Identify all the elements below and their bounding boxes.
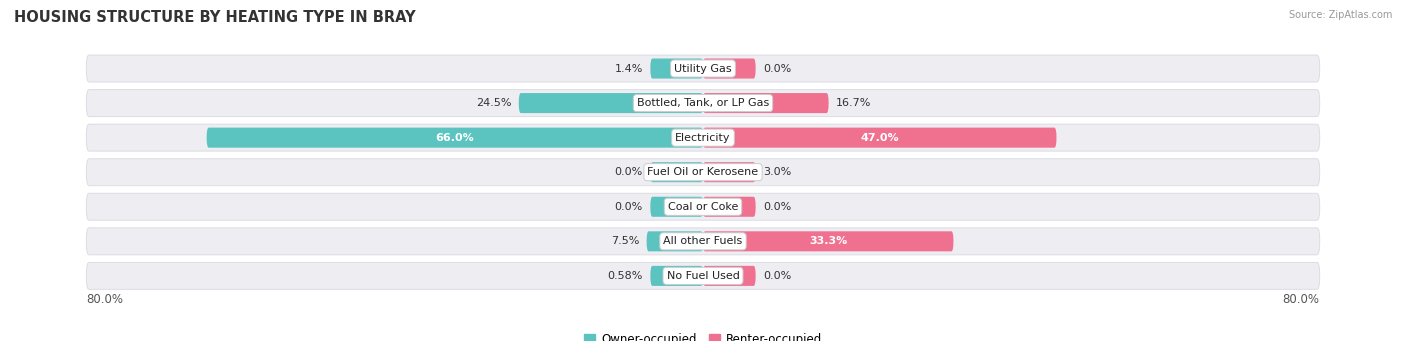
FancyBboxPatch shape (86, 55, 1320, 82)
Text: 24.5%: 24.5% (475, 98, 512, 108)
FancyBboxPatch shape (86, 90, 1320, 117)
Text: 47.0%: 47.0% (860, 133, 898, 143)
Text: 0.0%: 0.0% (763, 202, 792, 212)
FancyBboxPatch shape (86, 263, 1320, 290)
FancyBboxPatch shape (651, 197, 703, 217)
FancyBboxPatch shape (86, 193, 1320, 220)
FancyBboxPatch shape (207, 128, 703, 148)
FancyBboxPatch shape (519, 93, 703, 113)
FancyBboxPatch shape (651, 59, 703, 78)
Legend: Owner-occupied, Renter-occupied: Owner-occupied, Renter-occupied (579, 328, 827, 341)
Text: 0.0%: 0.0% (614, 202, 643, 212)
FancyBboxPatch shape (647, 231, 703, 251)
Text: HOUSING STRUCTURE BY HEATING TYPE IN BRAY: HOUSING STRUCTURE BY HEATING TYPE IN BRA… (14, 10, 416, 25)
Text: Utility Gas: Utility Gas (675, 63, 731, 74)
FancyBboxPatch shape (86, 159, 1320, 186)
Text: 80.0%: 80.0% (1282, 293, 1320, 306)
FancyBboxPatch shape (703, 128, 1056, 148)
FancyBboxPatch shape (703, 231, 953, 251)
FancyBboxPatch shape (651, 162, 703, 182)
FancyBboxPatch shape (703, 93, 828, 113)
Text: Bottled, Tank, or LP Gas: Bottled, Tank, or LP Gas (637, 98, 769, 108)
FancyBboxPatch shape (703, 162, 755, 182)
Text: All other Fuels: All other Fuels (664, 236, 742, 246)
Text: No Fuel Used: No Fuel Used (666, 271, 740, 281)
Text: 0.0%: 0.0% (614, 167, 643, 177)
Text: Coal or Coke: Coal or Coke (668, 202, 738, 212)
Text: 80.0%: 80.0% (86, 293, 124, 306)
Text: 33.3%: 33.3% (808, 236, 848, 246)
FancyBboxPatch shape (86, 124, 1320, 151)
FancyBboxPatch shape (703, 59, 755, 78)
FancyBboxPatch shape (86, 228, 1320, 255)
FancyBboxPatch shape (651, 266, 703, 286)
Text: 0.0%: 0.0% (763, 271, 792, 281)
Text: 3.0%: 3.0% (763, 167, 792, 177)
Text: Fuel Oil or Kerosene: Fuel Oil or Kerosene (647, 167, 759, 177)
Text: 16.7%: 16.7% (837, 98, 872, 108)
Text: 7.5%: 7.5% (610, 236, 640, 246)
FancyBboxPatch shape (703, 197, 755, 217)
Text: Electricity: Electricity (675, 133, 731, 143)
Text: 0.58%: 0.58% (607, 271, 643, 281)
Text: Source: ZipAtlas.com: Source: ZipAtlas.com (1288, 10, 1392, 20)
Text: 66.0%: 66.0% (436, 133, 474, 143)
FancyBboxPatch shape (703, 266, 755, 286)
Text: 0.0%: 0.0% (763, 63, 792, 74)
Text: 1.4%: 1.4% (614, 63, 643, 74)
